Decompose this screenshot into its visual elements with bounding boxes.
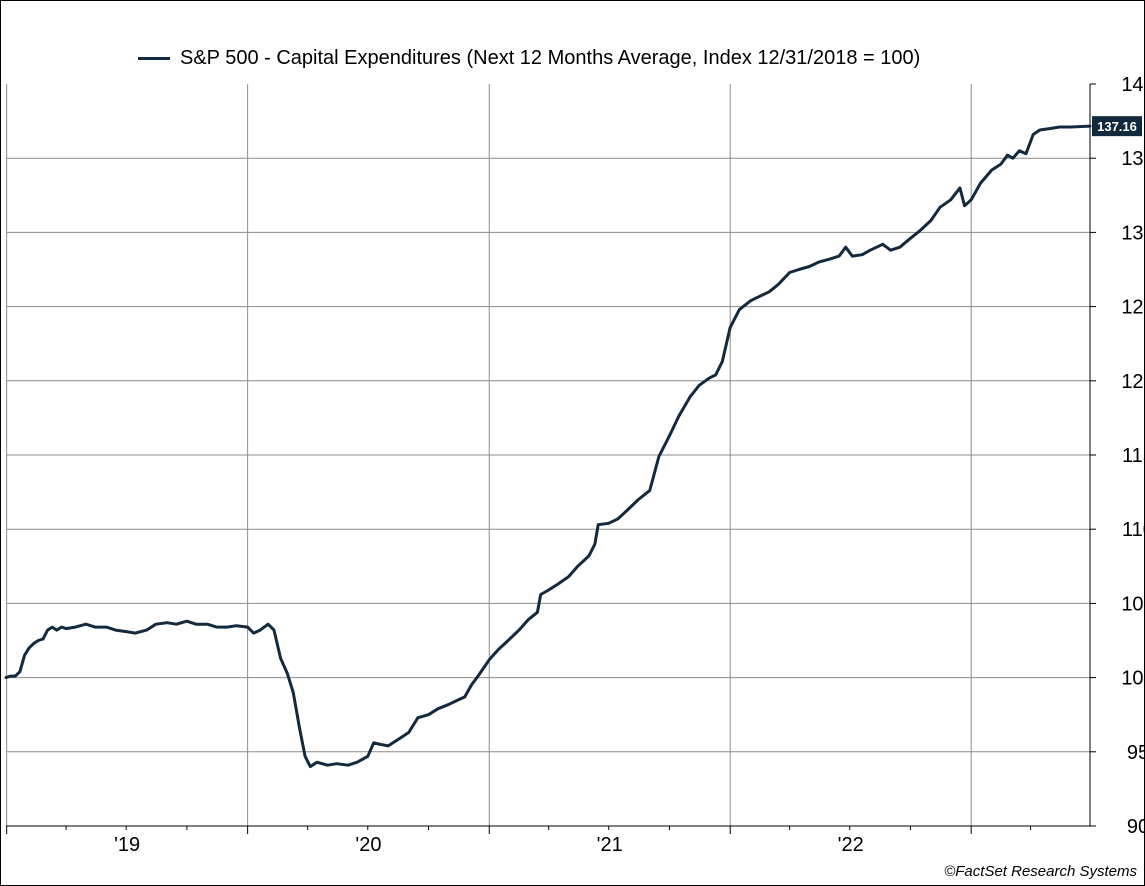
legend: S&P 500 - Capital Expenditures (Next 12 …: [138, 44, 920, 72]
y-tick-label: 90: [1127, 816, 1145, 838]
y-tick-label: 120: [1121, 371, 1145, 393]
y-tick-label: 140: [1121, 74, 1145, 96]
source-credit: ©FactSet Research Systems: [944, 863, 1137, 880]
y-tick-label: 95: [1127, 742, 1145, 764]
axes: 90 95 100 105 110 115 120 125 130 135 140 '19 '20 '21…: [6, 74, 1145, 856]
series-layer: [4, 124, 1092, 769]
labels-layer: 137.16: [1092, 116, 1142, 137]
x-tick-label: '22: [838, 834, 864, 856]
y-tick-label: 130: [1121, 222, 1145, 244]
last-value-badge: [1092, 116, 1142, 137]
last-value-label: 137.16: [1097, 119, 1137, 134]
x-tick-label: '21: [597, 834, 623, 856]
y-tick-label: 110: [1122, 519, 1145, 541]
x-tick-label: '19: [114, 834, 140, 856]
y-tick-label: 100: [1121, 668, 1145, 690]
y-tick-label: 135: [1121, 148, 1145, 170]
gridlines: [6, 84, 1090, 826]
x-tick-label: '20: [355, 834, 381, 856]
legend-swatch: [138, 56, 170, 60]
y-tick-label: 125: [1121, 297, 1145, 319]
y-tick-label: 105: [1121, 593, 1145, 615]
y-tick-label: 115: [1122, 445, 1145, 467]
series-line: [4, 124, 1092, 769]
legend-label: S&P 500 - Capital Expenditures (Next 12 …: [180, 46, 921, 69]
